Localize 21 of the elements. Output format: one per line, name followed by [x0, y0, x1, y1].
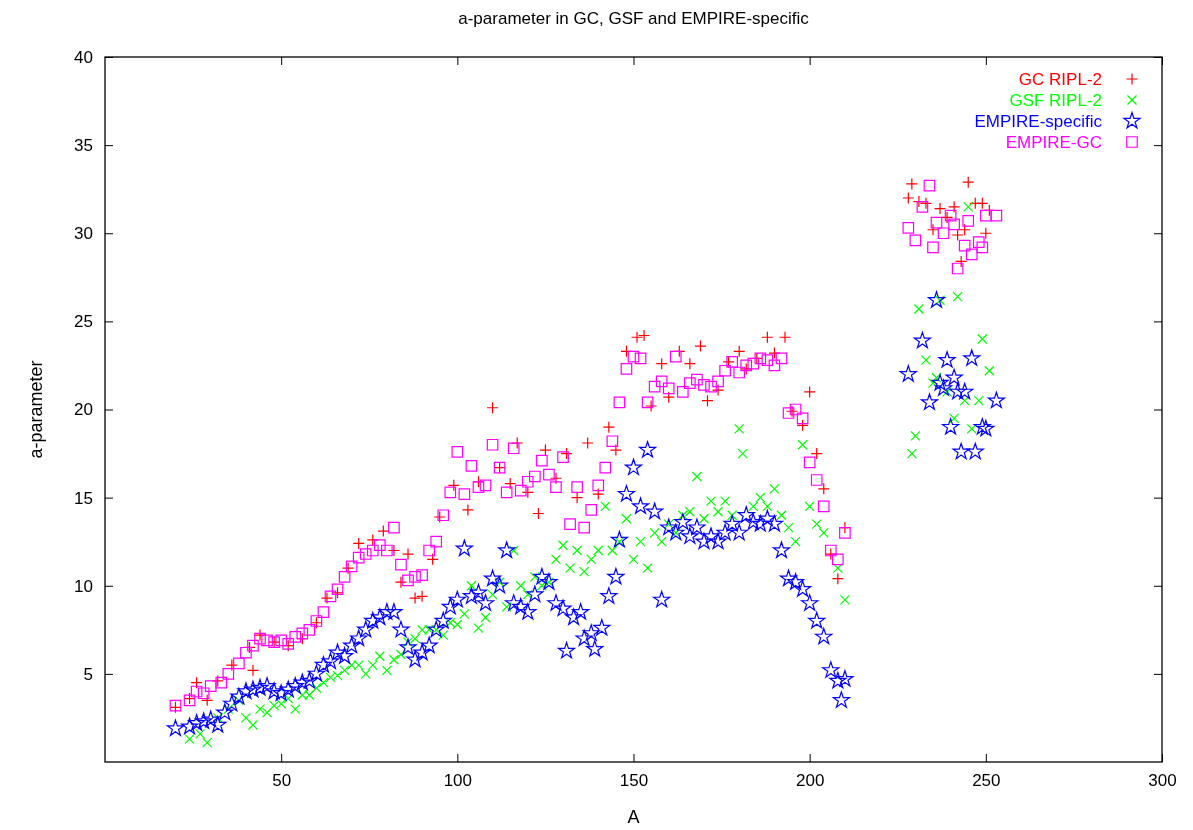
y-tick-label: 40	[74, 47, 93, 67]
y-tick-label: 15	[74, 488, 93, 508]
x-tick-label: 300	[1148, 771, 1177, 791]
y-axis-title: a-parameter	[26, 360, 46, 459]
x-tick-label: 100	[443, 771, 473, 791]
legend-label: GSF RIPL-2	[1009, 91, 1102, 110]
y-tick-label: 10	[74, 576, 93, 596]
y-tick-label: 25	[74, 312, 93, 332]
x-tick-label: 250	[972, 771, 1001, 791]
x-tick-label: 150	[619, 771, 649, 791]
x-tick-label: 50	[272, 771, 292, 791]
legend-label: GC RIPL-2	[1018, 70, 1102, 89]
y-tick-label: 35	[74, 136, 93, 156]
chart-title: a-parameter in GC, GSF and EMPIRE-specific	[458, 9, 810, 28]
y-tick-label: 30	[74, 224, 93, 244]
x-tick-label: 200	[795, 771, 825, 791]
legend-label: EMPIRE-specific	[974, 112, 1103, 131]
y-tick-label: 5	[83, 664, 93, 684]
x-axis-title: A	[627, 807, 640, 827]
legend-label: EMPIRE-GC	[1005, 133, 1102, 152]
y-tick-label: 20	[74, 400, 93, 420]
